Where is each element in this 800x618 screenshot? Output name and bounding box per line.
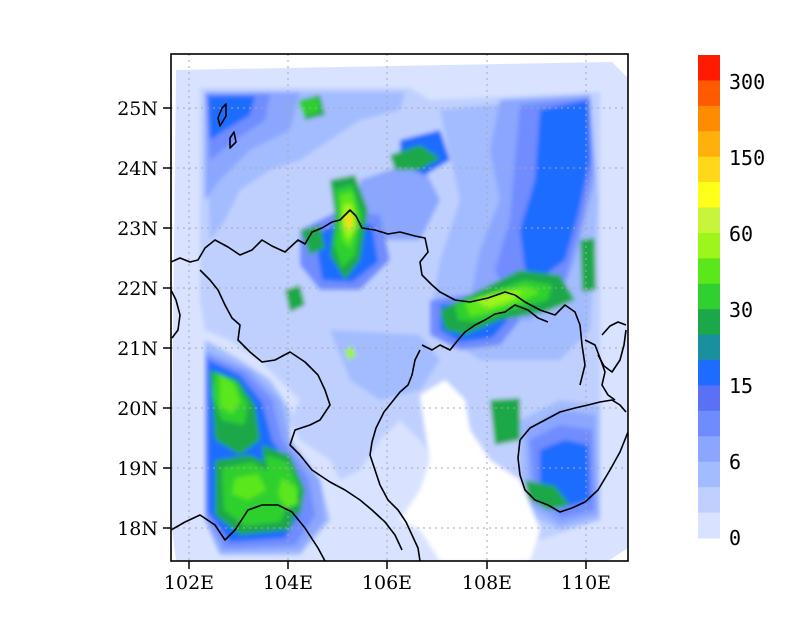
precipitation-contour-field	[200, 88, 600, 561]
y-tick-label: 21N	[117, 338, 158, 360]
colorbar-swatch	[698, 360, 720, 386]
colorbar-swatch	[698, 258, 720, 285]
yunnan-lake-2	[229, 131, 237, 149]
colorbar-swatch	[698, 182, 720, 209]
colorbar-swatch	[698, 283, 720, 310]
x-axis-labels: 102E 104E 106E 108E 110E	[164, 572, 611, 594]
colorbar-label: 6	[729, 450, 741, 474]
leizhou-peninsula	[597, 329, 627, 373]
y-tick-label: 22N	[117, 278, 158, 300]
colorbar-swatch	[698, 232, 720, 259]
guangdong-coastline	[584, 321, 627, 401]
contour-level-7	[210, 95, 596, 535]
y-tick-label: 20N	[117, 398, 158, 420]
vietnam-china-border	[171, 209, 586, 386]
graticule	[171, 54, 628, 561]
x-tick-label: 104E	[263, 572, 313, 594]
plot-frame	[170, 53, 629, 562]
laos-thailand-border	[171, 504, 326, 561]
zero-region	[400, 380, 540, 561]
colorbar-swatch	[698, 436, 720, 463]
colorbar-swatch	[698, 80, 720, 107]
colorbar-labels: 300 150 60 30 15 6 0	[729, 70, 765, 550]
colorbar-label: 0	[729, 526, 741, 550]
colorbar-swatch	[698, 207, 720, 234]
vietnam-coastline	[369, 304, 549, 561]
colorbar-swatch	[698, 55, 720, 81]
colorbar-swatch	[698, 105, 720, 132]
colorbar-swatch	[698, 410, 720, 437]
colorbar-swatch	[698, 156, 720, 183]
hainan-coastline	[517, 399, 628, 513]
x-tick-label: 110E	[561, 572, 611, 594]
colorbar-swatch	[698, 487, 720, 514]
yunnan-lake-1	[217, 103, 227, 127]
y-tick-label: 25N	[117, 98, 158, 120]
colorbar-swatch	[698, 334, 720, 361]
colorbar-label: 30	[729, 298, 753, 322]
colorbar	[698, 55, 720, 539]
tick-marks	[163, 107, 587, 569]
y-tick-label: 19N	[117, 458, 158, 480]
colorbar-label: 150	[729, 146, 765, 170]
colorbar-swatch	[698, 309, 720, 336]
colorbar-swatch	[698, 461, 720, 488]
colorbar-swatch	[698, 131, 720, 158]
colorbar-swatch	[698, 385, 720, 412]
contour-level-4	[205, 92, 598, 552]
y-tick-label: 23N	[117, 218, 158, 240]
map-plot-area	[171, 54, 628, 561]
x-tick-label: 102E	[164, 572, 214, 594]
contour-level-11	[345, 213, 353, 230]
vietnam-laos-border	[199, 269, 403, 551]
colorbar-swatch	[698, 512, 720, 539]
west-border-fragment	[171, 289, 181, 339]
y-tick-label: 24N	[117, 158, 158, 180]
colorbar-label: 15	[729, 374, 753, 398]
x-tick-label: 106E	[362, 572, 412, 594]
colorbar-label: 300	[729, 70, 765, 94]
coastlines-borders	[171, 103, 628, 561]
contour-level-9	[220, 192, 540, 508]
y-tick-label: 18N	[117, 518, 158, 540]
y-axis-labels: 25N 24N 23N 22N 21N 20N 19N 18N	[117, 98, 158, 540]
colorbar-label: 60	[729, 222, 753, 246]
x-tick-label: 108E	[462, 572, 512, 594]
